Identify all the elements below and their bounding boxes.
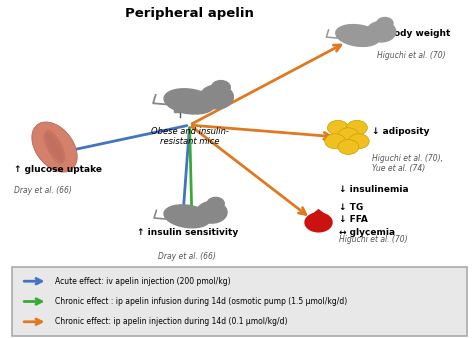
Text: Dray et al. (66): Dray et al. (66) xyxy=(158,252,216,261)
Ellipse shape xyxy=(46,129,66,161)
Circle shape xyxy=(200,85,233,109)
Ellipse shape xyxy=(336,25,380,46)
Ellipse shape xyxy=(164,205,210,228)
Circle shape xyxy=(325,134,346,149)
FancyBboxPatch shape xyxy=(174,96,186,112)
Text: Yue et al. (68): Yue et al. (68) xyxy=(161,272,214,281)
Ellipse shape xyxy=(45,131,64,163)
Text: ↓ insulinemia: ↓ insulinemia xyxy=(339,185,409,194)
Text: Higuchi et al. (70): Higuchi et al. (70) xyxy=(377,51,446,60)
Text: ↓ body weight: ↓ body weight xyxy=(377,29,450,38)
Circle shape xyxy=(197,201,227,223)
Text: Chronic effect: ip apelin injection during 14d (0.1 μmol/kg/d): Chronic effect: ip apelin injection duri… xyxy=(55,317,287,326)
Text: Higuchi et al. (70): Higuchi et al. (70) xyxy=(339,236,408,244)
Text: ↑ glucose uptake: ↑ glucose uptake xyxy=(14,165,102,173)
Circle shape xyxy=(207,197,224,210)
Text: Obese and insulin-
resistant mice: Obese and insulin- resistant mice xyxy=(151,127,228,146)
Circle shape xyxy=(328,120,348,135)
Ellipse shape xyxy=(43,133,63,165)
Circle shape xyxy=(367,21,396,42)
Circle shape xyxy=(338,140,359,154)
Circle shape xyxy=(377,18,393,29)
Ellipse shape xyxy=(32,122,77,172)
Circle shape xyxy=(304,212,333,233)
Circle shape xyxy=(346,120,367,135)
Circle shape xyxy=(348,134,369,149)
Circle shape xyxy=(338,128,359,143)
Text: Higuchi et al. (70),
Yue et al. (74): Higuchi et al. (70), Yue et al. (74) xyxy=(372,154,443,173)
Text: ↑ insulin sensitivity: ↑ insulin sensitivity xyxy=(137,228,238,237)
Text: ↓ adiposity: ↓ adiposity xyxy=(372,127,429,136)
Text: Peripheral apelin: Peripheral apelin xyxy=(125,7,254,20)
Circle shape xyxy=(211,80,230,94)
Polygon shape xyxy=(308,209,329,217)
Text: Acute effect: iv apelin injection (200 pmol/kg): Acute effect: iv apelin injection (200 p… xyxy=(55,277,230,286)
Text: Dray et al. (66): Dray et al. (66) xyxy=(14,187,72,195)
Ellipse shape xyxy=(164,89,215,114)
Text: ↓ TG
↓ FFA
↔ glycemia: ↓ TG ↓ FFA ↔ glycemia xyxy=(339,203,395,237)
Text: Chronic effect : ip apelin infusion during 14d (osmotic pump (1.5 μmol/kg/d): Chronic effect : ip apelin infusion duri… xyxy=(55,297,347,306)
FancyBboxPatch shape xyxy=(12,267,467,336)
